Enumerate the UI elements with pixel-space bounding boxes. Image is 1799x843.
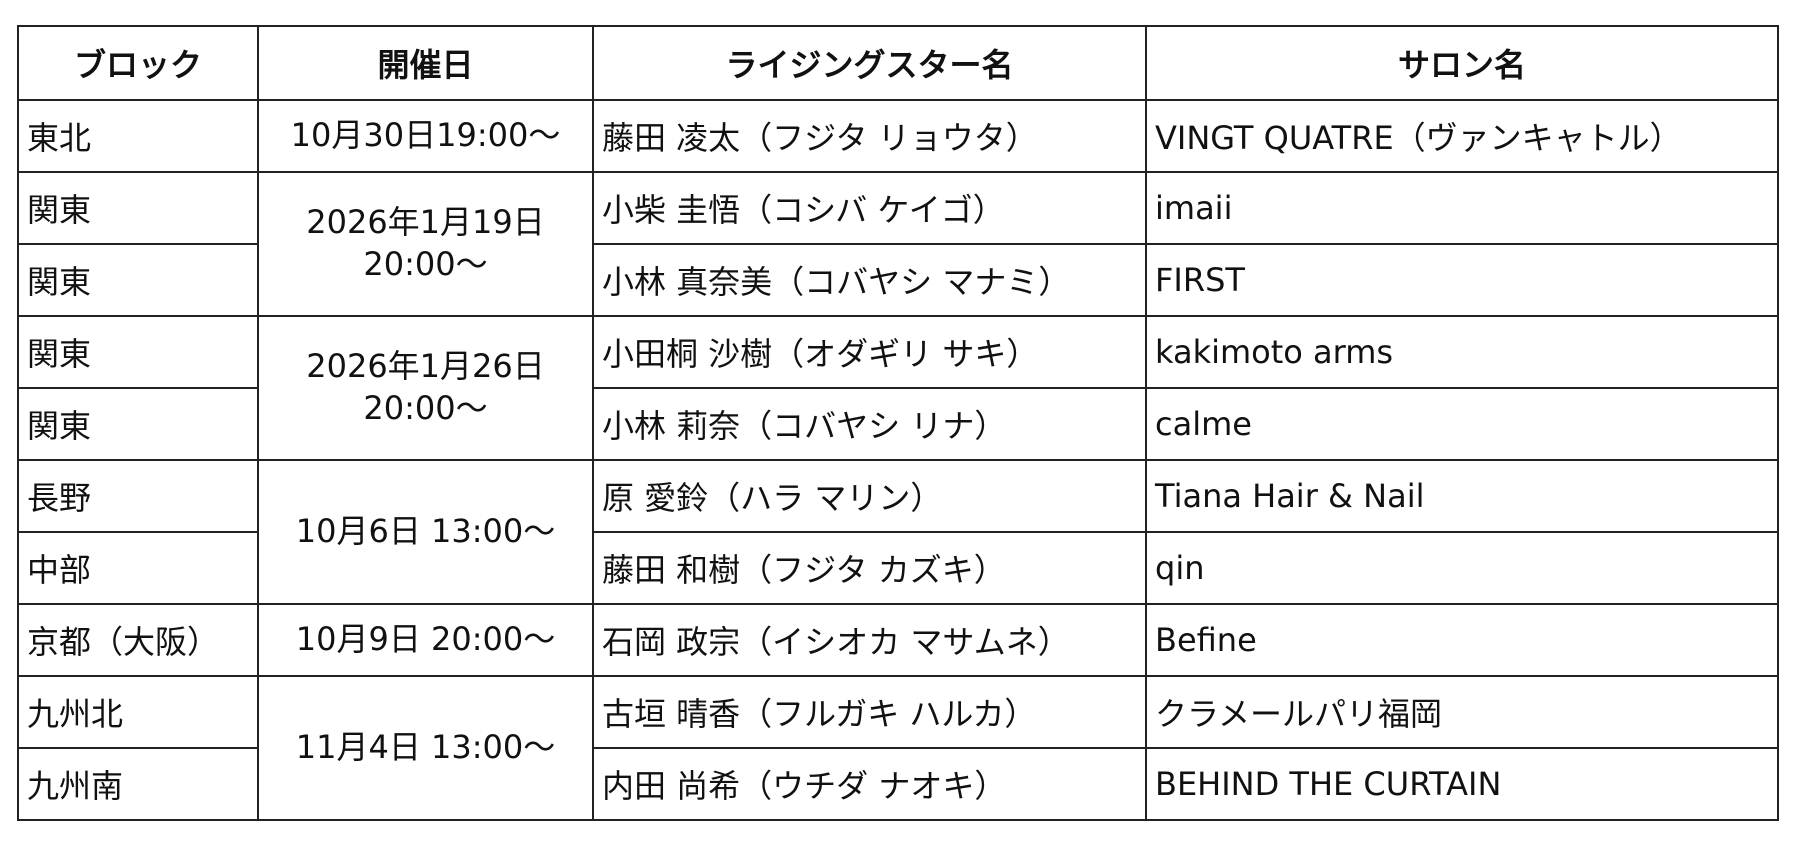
salon-cell: calme (1145, 387, 1779, 461)
header-star: ライジングスター名 (592, 25, 1147, 101)
block-cell: 京都（大阪） (17, 603, 259, 677)
salon-cell: FIRST (1145, 243, 1779, 317)
star-cell: 小柴 圭悟（コシバ ケイゴ） (592, 171, 1147, 245)
block-cell: 関東 (17, 243, 259, 317)
header-salon: サロン名 (1145, 25, 1779, 101)
table-row: 東北 10月30日19:00〜 藤田 凌太（フジタ リョウタ） VINGT QU… (17, 99, 1779, 173)
header-date: 開催日 (257, 25, 594, 101)
block-cell: 長野 (17, 459, 259, 533)
table-row: 長野 10月6日 13:00〜 原 愛鈴（ハラ マリン） Tiana Hair … (17, 459, 1779, 605)
date-cell: 2026年1月19日 20:00〜 (257, 171, 594, 317)
time-line: 20:00〜 (363, 245, 488, 283)
date-cell: 2026年1月26日 20:00〜 (257, 315, 594, 461)
time-line: 20:00〜 (363, 389, 488, 427)
star-cell: 小田桐 沙樹（オダギリ サキ） (592, 315, 1147, 389)
star-cell: 原 愛鈴（ハラ マリン） (592, 459, 1147, 533)
table-row: 関東 小林 真奈美（コバヤシ マナミ） FIRST (17, 243, 1779, 317)
salon-cell: BEHIND THE CURTAIN (1145, 747, 1779, 821)
block-cell: 中部 (17, 531, 259, 605)
star-cell: 古垣 晴香（フルガキ ハルカ） (592, 675, 1147, 749)
star-cell: 石岡 政宗（イシオカ マサムネ） (592, 603, 1147, 677)
rising-star-schedule-table: ブロック 開催日 ライジングスター名 サロン名 東北 10月30日19:00〜 … (17, 25, 1779, 821)
date-cell: 11月4日 13:00〜 (257, 675, 594, 821)
table-row: 九州北 11月4日 13:00〜 古垣 晴香（フルガキ ハルカ） クラメールパリ… (17, 675, 1779, 821)
date-cell: 10月6日 13:00〜 (257, 459, 594, 605)
date-line: 2026年1月26日 (306, 347, 545, 386)
date-cell: 10月30日19:00〜 (257, 99, 594, 173)
header-row: ブロック 開催日 ライジングスター名 サロン名 (17, 25, 1779, 101)
salon-cell: imaii (1145, 171, 1779, 245)
star-cell: 内田 尚希（ウチダ ナオキ） (592, 747, 1147, 821)
block-cell: 東北 (17, 99, 259, 173)
date-cell: 10月9日 20:00〜 (257, 603, 594, 677)
table-row: 関東 2026年1月26日 20:00〜 小田桐 沙樹（オダギリ サキ） kaki… (17, 315, 1779, 461)
salon-cell: kakimoto arms (1145, 315, 1779, 389)
salon-cell: クラメールパリ福岡 (1145, 675, 1779, 749)
block-cell: 九州南 (17, 747, 259, 821)
table-row: 九州南 内田 尚希（ウチダ ナオキ） BEHIND THE CURTAIN (17, 747, 1779, 821)
star-cell: 藤田 和樹（フジタ カズキ） (592, 531, 1147, 605)
block-cell: 関東 (17, 171, 259, 245)
salon-cell: qin (1145, 531, 1779, 605)
date-line: 2026年1月19日 (306, 203, 545, 242)
block-cell: 関東 (17, 315, 259, 389)
salon-cell: VINGT QUATRE（ヴァンキャトル） (1145, 99, 1779, 173)
table-row: 関東 2026年1月19日 20:00〜 小柴 圭悟（コシバ ケイゴ） imaii (17, 171, 1779, 317)
block-cell: 九州北 (17, 675, 259, 749)
table-row: 京都（大阪） 10月9日 20:00〜 石岡 政宗（イシオカ マサムネ） Bef… (17, 603, 1779, 677)
block-cell: 関東 (17, 387, 259, 461)
star-cell: 藤田 凌太（フジタ リョウタ） (592, 99, 1147, 173)
star-cell: 小林 莉奈（コバヤシ リナ） (592, 387, 1147, 461)
header-block: ブロック (17, 25, 259, 101)
table-row: 中部 藤田 和樹（フジタ カズキ） qin (17, 531, 1779, 605)
salon-cell: Befine (1145, 603, 1779, 677)
salon-cell: Tiana Hair & Nail (1145, 459, 1779, 533)
table-row: 関東 小林 莉奈（コバヤシ リナ） calme (17, 387, 1779, 461)
star-cell: 小林 真奈美（コバヤシ マナミ） (592, 243, 1147, 317)
